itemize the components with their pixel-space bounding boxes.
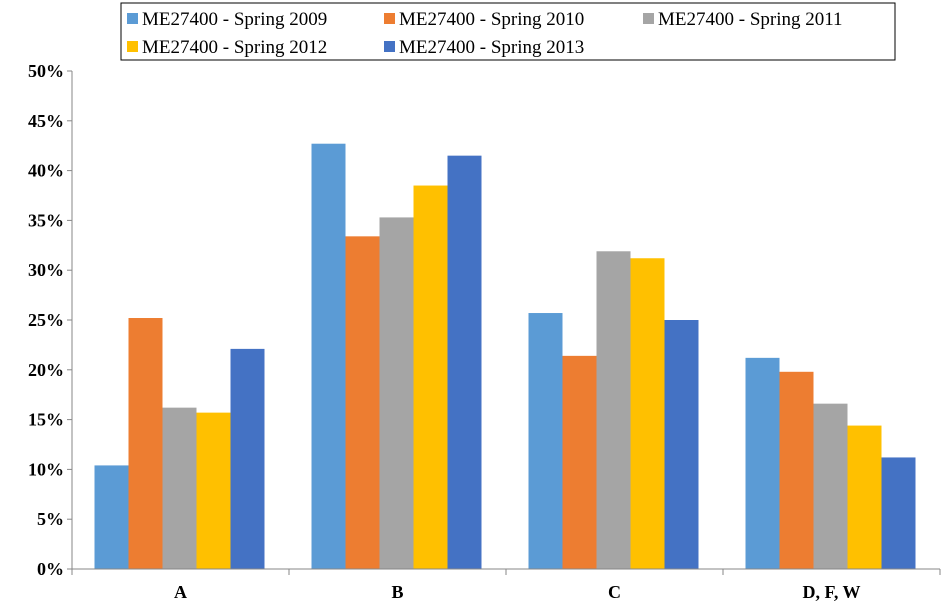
y-tick-label: 0% [37, 559, 64, 579]
bar [745, 357, 780, 569]
bar [447, 155, 482, 569]
bar [528, 313, 563, 569]
legend-label: ME27400 - Spring 2009 [142, 9, 327, 30]
legend-label: ME27400 - Spring 2010 [399, 9, 584, 30]
y-tick-label: 50% [28, 61, 64, 81]
bar [311, 143, 346, 569]
x-tick-label: B [391, 582, 403, 602]
bar [596, 251, 631, 569]
legend-swatch [643, 13, 654, 24]
legend-swatch [127, 13, 138, 24]
y-tick-label: 15% [28, 410, 64, 430]
legend-box [120, 2, 896, 61]
y-tick-label: 25% [28, 310, 64, 330]
y-tick-label: 30% [28, 260, 64, 280]
x-tick-label: D, F, W [802, 582, 860, 602]
x-axis: A B C D, F, W [71, 568, 941, 602]
legend-label: ME27400 - Spring 2012 [142, 37, 327, 58]
bar [196, 412, 231, 569]
bar [779, 371, 814, 569]
bars [94, 143, 916, 570]
y-tick-label: 5% [37, 509, 64, 529]
legend-label: ME27400 - Spring 2011 [658, 9, 843, 30]
y-tick-label: 20% [28, 360, 64, 380]
bar [94, 465, 129, 569]
bar [379, 217, 414, 570]
legend-swatch [127, 41, 138, 52]
bar [881, 457, 916, 569]
y-tick-label: 35% [28, 210, 64, 230]
bar [630, 258, 665, 569]
y-tick-label: 40% [28, 161, 64, 181]
x-tick-label: A [174, 582, 187, 602]
bar [562, 355, 597, 569]
y-axis: 0% 5% 10% 15% 20% 25% 30% 35% 40% 45% 50% [28, 61, 73, 579]
bar [813, 403, 848, 569]
bar [128, 318, 163, 569]
y-tick-label: 45% [28, 111, 64, 131]
bar [162, 407, 197, 569]
bar [230, 348, 265, 569]
legend-label: ME27400 - Spring 2013 [399, 37, 584, 58]
legend-swatch [384, 13, 395, 24]
bar [847, 425, 882, 569]
bar [345, 236, 380, 569]
bar [664, 320, 699, 569]
y-tick-label: 10% [28, 459, 64, 479]
x-tick-label: C [608, 582, 621, 602]
chart-legend: ME27400 - Spring 2009 ME27400 - Spring 20… [120, 2, 896, 61]
bar [413, 185, 448, 570]
legend-swatch [384, 41, 395, 52]
